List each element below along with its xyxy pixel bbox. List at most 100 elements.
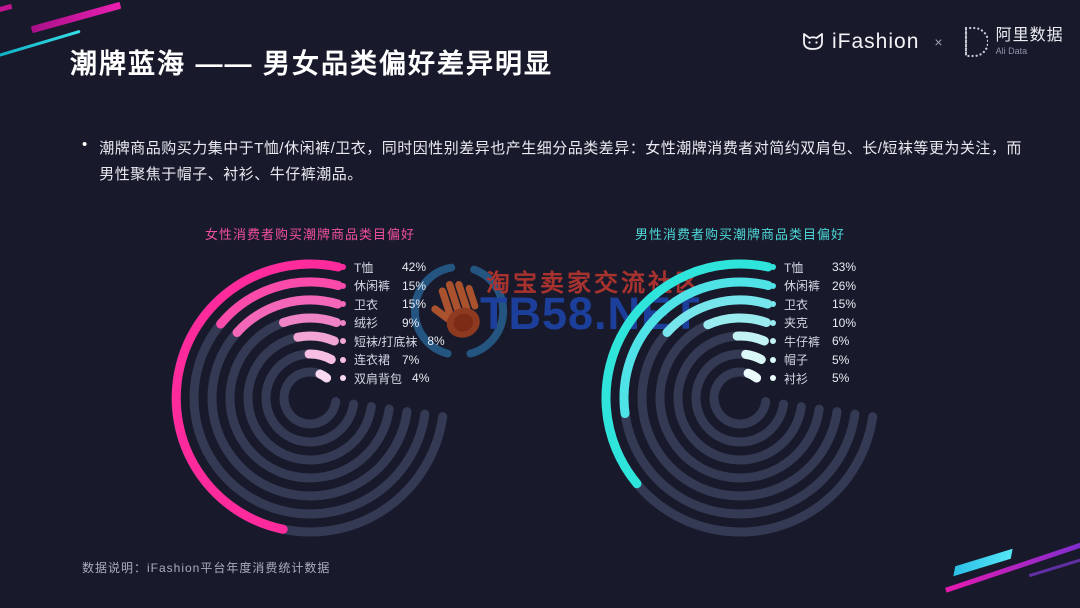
legend-label: 牛仔裤 xyxy=(784,334,821,349)
dotted-d-icon xyxy=(964,26,988,58)
legend-dot-icon xyxy=(340,301,346,308)
ring-value-arc xyxy=(732,331,769,346)
legend-value: 42% xyxy=(402,260,427,275)
legend-value: 4% xyxy=(412,371,430,386)
legend-value: 5% xyxy=(832,352,850,367)
brand-logos: iFashion × 阿里数据 Ali Data xyxy=(800,24,1064,60)
legend-female: T恤 42% 休闲裤 15% 卫衣 15% 绒衫 9% 短袜/打底袜 8% 连衣裙 7% 双肩背包 4% xyxy=(340,258,470,388)
ring-track xyxy=(691,349,789,447)
legend-dot-icon xyxy=(340,375,346,382)
ring-track xyxy=(261,349,359,447)
legend-row: 连衣裙 7% xyxy=(340,351,470,370)
ring-value-arc xyxy=(743,368,762,383)
legend-label: 衬衫 xyxy=(784,371,809,386)
legend-male: T恤 33% 休闲裤 26% 卫衣 15% 夹克 10% 牛仔裤 6% 帽子 5% 衬衫 5% xyxy=(770,258,900,388)
bullet-marker: • xyxy=(82,136,88,153)
ring-value-arc xyxy=(293,331,339,346)
legend-value: 6% xyxy=(832,334,850,349)
legend-label: 卫衣 xyxy=(784,297,809,312)
legend-value: 9% xyxy=(402,315,420,330)
legend-dot-icon xyxy=(340,264,346,271)
logo-separator: × xyxy=(934,34,943,50)
bullet-row: • 潮牌商品购买力集中于T恤/休闲裤/卫衣，同时因性别差异也产生细分品类差异：女… xyxy=(82,136,1022,189)
ring-track xyxy=(243,331,376,465)
chart-male: 男性消费者购买潮牌商品类目偏好 T恤 33% 休闲裤 26% 卫衣 15% 夹克 10% 牛仔裤… xyxy=(590,224,890,564)
legend-label: 帽子 xyxy=(784,353,809,368)
legend-dot-icon xyxy=(770,338,776,345)
legend-value: 15% xyxy=(402,278,427,293)
legend-value: 8% xyxy=(427,334,445,349)
legend-dot-icon xyxy=(340,282,346,289)
chart-title-female: 女性消费者购买潮牌商品类目偏好 xyxy=(204,227,415,242)
legend-row: 衬衫 5% xyxy=(770,369,900,388)
ring-value-arc xyxy=(216,277,343,329)
ring-track xyxy=(709,367,771,429)
legend-label: 连衣裙 xyxy=(354,353,391,368)
ring-value-arc xyxy=(741,349,766,364)
footer-note: 数据说明：iFashion平台年度消费统计数据 xyxy=(82,561,331,575)
legend-label: T恤 xyxy=(354,260,374,275)
legend-value: 10% xyxy=(832,315,857,330)
ring-value-arc xyxy=(662,295,773,338)
legend-value: 26% xyxy=(832,278,857,293)
page-title: 潮牌蓝海 —— 男女品类偏好差异明显 xyxy=(70,49,554,79)
legend-row: 短袜/打底袜 8% xyxy=(340,332,470,351)
legend-row: 绒衫 9% xyxy=(340,314,470,333)
cat-icon xyxy=(803,33,823,50)
legend-label: 绒衫 xyxy=(354,316,379,331)
legend-dot-icon xyxy=(770,301,776,308)
legend-row: T恤 33% xyxy=(770,258,900,277)
ali-data-label: 阿里数据 xyxy=(995,27,1064,45)
ring-value-arc xyxy=(315,369,332,383)
legend-label: 休闲裤 xyxy=(784,279,821,294)
ring-value-arc xyxy=(619,277,773,419)
bullet-text: 潮牌商品购买力集中于T恤/休闲裤/卫衣，同时因性别差异也产生细分品类差异：女性潮… xyxy=(99,140,1022,184)
ifashion-label: iFashion xyxy=(832,30,920,53)
legend-value: 5% xyxy=(832,371,850,386)
legend-row: 帽子 5% xyxy=(770,351,900,370)
ring-track xyxy=(225,313,394,483)
legend-row: 休闲裤 26% xyxy=(770,277,900,296)
legend-row: 夹克 10% xyxy=(770,314,900,333)
ring-value-arc xyxy=(601,259,773,489)
ring-value-arc xyxy=(171,259,343,534)
legend-row: 牛仔裤 6% xyxy=(770,332,900,351)
ring-value-arc xyxy=(232,295,343,338)
legend-label: 短袜/打底袜 xyxy=(354,334,418,349)
radial-chart-female xyxy=(171,259,448,537)
legend-row: T恤 42% xyxy=(340,258,470,277)
bottom-right-stripe-decor xyxy=(945,540,1080,593)
legend-dot-icon xyxy=(340,319,346,326)
legend-dot-icon xyxy=(770,319,776,326)
radial-chart-male xyxy=(601,259,878,537)
chart-female: 女性消费者购买潮牌商品类目偏好 T恤 42% 休闲裤 15% 卫衣 15% 绒衫 9% 短袜/打… xyxy=(160,224,460,564)
legend-dot-icon xyxy=(770,375,776,382)
ring-track xyxy=(279,367,341,429)
ifashion-logo: iFashion xyxy=(800,30,919,54)
legend-row: 卫衣 15% xyxy=(770,295,900,314)
legend-dot-icon xyxy=(770,356,776,363)
legend-row: 卫衣 15% xyxy=(340,295,470,314)
ali-data-logo: 阿里数据 Ali Data xyxy=(958,24,1064,60)
top-left-sliver-decor xyxy=(0,3,13,14)
top-left-cyan-line-decor xyxy=(0,29,81,58)
legend-value: 15% xyxy=(402,297,427,312)
ring-value-arc xyxy=(703,313,771,330)
legend-row: 双肩背包 4% xyxy=(340,369,470,388)
bottom-right-cyan-decor xyxy=(953,548,1013,577)
chart-title-male: 男性消费者购买潮牌商品类目偏好 xyxy=(634,227,845,242)
top-left-stripe-decor xyxy=(30,1,122,33)
legend-dot-icon xyxy=(340,356,346,363)
legend-label: 卫衣 xyxy=(354,297,379,312)
legend-row: 休闲裤 15% xyxy=(340,277,470,296)
legend-value: 33% xyxy=(832,260,857,275)
legend-label: 休闲裤 xyxy=(354,279,391,294)
ali-data-sublabel: Ali Data xyxy=(995,45,1028,56)
ring-value-arc xyxy=(278,313,341,328)
legend-value: 7% xyxy=(402,352,420,367)
legend-label: T恤 xyxy=(784,260,804,275)
legend-label: 双肩背包 xyxy=(354,371,403,386)
legend-label: 夹克 xyxy=(784,316,809,331)
legend-dot-icon xyxy=(340,338,346,345)
